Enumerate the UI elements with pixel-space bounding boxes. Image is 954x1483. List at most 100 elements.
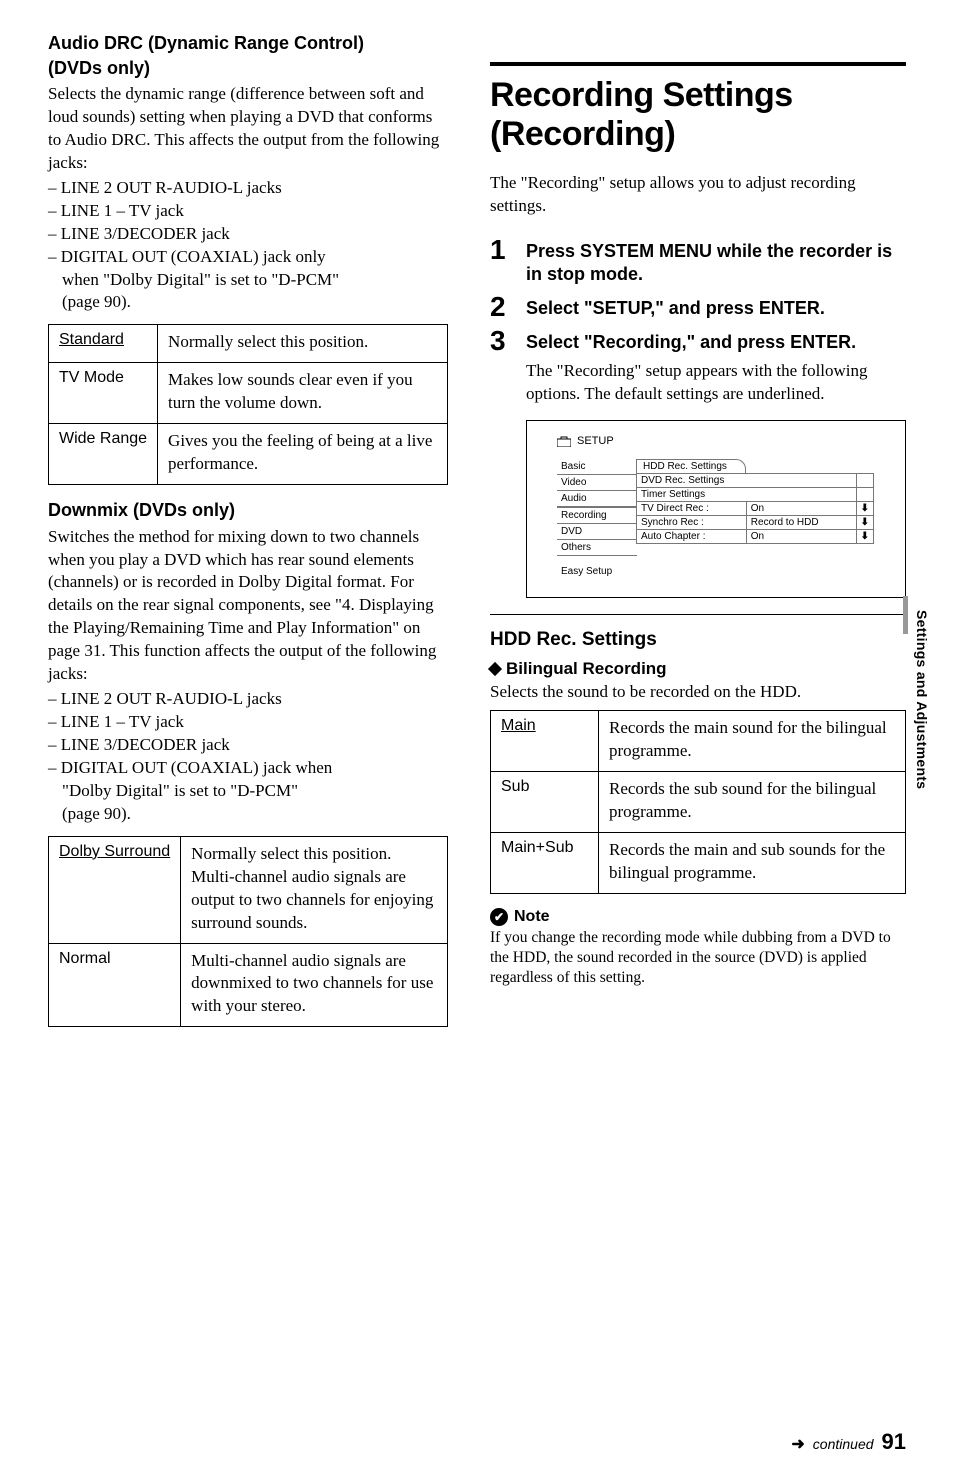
side-tab-label: Settings and Adjustments	[914, 610, 930, 789]
table-row: Auto Chapter :On⬇	[637, 530, 874, 544]
list-item-cont: when "Dolby Digital" is set to "D-PCM"	[48, 269, 448, 292]
list-item: DIGITAL OUT (COAXIAL) jack only when "Do…	[48, 246, 448, 315]
audio-drc-options-table: Standard Normally select this position. …	[48, 324, 448, 485]
setup-sidebar-item-active: Recording	[557, 507, 637, 524]
setup-screen-box: SETUP Basic Video Audio Recording DVD Ot…	[526, 420, 906, 598]
option-label: Main+Sub	[491, 832, 599, 893]
list-item: LINE 2 OUT R-AUDIO-L jacks	[48, 688, 448, 711]
downmix-options-table: Dolby Surround Normally select this posi…	[48, 836, 448, 1028]
setup-sidebar-item: Audio	[557, 491, 637, 507]
diamond-icon	[488, 662, 502, 676]
option-label: Normal	[49, 943, 181, 1027]
setup-sidebar-item: Others	[557, 540, 637, 556]
step-1: 1 Press SYSTEM MENU while the recorder i…	[490, 236, 906, 287]
hdd-options-table: Main Records the main sound for the bili…	[490, 710, 906, 894]
section-divider	[490, 614, 906, 615]
step-number: 1	[490, 236, 516, 264]
list-item: LINE 3/DECODER jack	[48, 223, 448, 246]
steps-list: 1 Press SYSTEM MENU while the recorder i…	[490, 236, 906, 406]
intro-paragraph: The "Recording" setup allows you to adju…	[490, 172, 906, 218]
page-title: Recording Settings (Recording)	[490, 76, 906, 154]
right-column: Recording Settings (Recording) The "Reco…	[484, 32, 906, 1041]
left-column: Audio DRC (Dynamic Range Control) (DVDs …	[48, 32, 454, 1041]
setup-row-value: On	[746, 530, 856, 544]
audio-drc-bullet-list: LINE 2 OUT R-AUDIO-L jacks LINE 1 – TV j…	[48, 177, 448, 315]
toolbox-icon	[557, 436, 571, 447]
setup-row-arrow	[856, 474, 873, 488]
option-desc: Normally select this position. Multi-cha…	[181, 836, 448, 943]
page-container: Audio DRC (Dynamic Range Control) (DVDs …	[48, 32, 906, 1041]
option-desc: Normally select this position.	[158, 325, 448, 363]
hdd-sub-desc: Selects the sound to be recorded on the …	[490, 681, 906, 704]
setup-main-header: HDD Rec. Settings	[636, 459, 746, 473]
audio-drc-heading-line2: (DVDs only)	[48, 57, 448, 80]
table-row: TV Direct Rec :On⬇	[637, 502, 874, 516]
hdd-heading: HDD Rec. Settings	[490, 629, 906, 651]
list-item: LINE 2 OUT R-AUDIO-L jacks	[48, 177, 448, 200]
table-row: TV Mode Makes low sounds clear even if y…	[49, 363, 448, 424]
setup-row-label: Auto Chapter :	[637, 530, 747, 544]
list-item: LINE 3/DECODER jack	[48, 734, 448, 757]
option-label: Standard	[49, 325, 158, 363]
list-item: DIGITAL OUT (COAXIAL) jack when "Dolby D…	[48, 757, 448, 826]
option-desc: Records the main and sub sounds for the …	[599, 832, 906, 893]
option-label: Sub	[491, 771, 599, 832]
table-row: Sub Records the sub sound for the biling…	[491, 771, 906, 832]
list-item: LINE 1 – TV jack	[48, 200, 448, 223]
setup-sidebar-item: Basic	[557, 459, 637, 475]
side-accent-bar	[903, 596, 908, 634]
down-arrow-icon: ⬇	[856, 530, 873, 544]
list-item-cont: (page 90).	[48, 803, 448, 826]
note-heading: ✔ Note	[490, 908, 906, 926]
option-label: Main	[491, 711, 599, 772]
option-desc: Records the main sound for the bilingual…	[599, 711, 906, 772]
table-row: Dolby Surround Normally select this posi…	[49, 836, 448, 943]
setup-title-label: SETUP	[577, 435, 614, 447]
list-item: LINE 1 – TV jack	[48, 711, 448, 734]
note-icon: ✔	[490, 908, 508, 926]
setup-screen-title: SETUP	[557, 435, 875, 447]
downmix-bullet-list: LINE 2 OUT R-AUDIO-L jacks LINE 1 – TV j…	[48, 688, 448, 826]
setup-rows-table: DVD Rec. Settings Timer Settings TV Dire…	[636, 473, 874, 544]
note-body: If you change the recording mode while d…	[490, 928, 906, 988]
option-label: Dolby Surround	[49, 836, 181, 943]
step-subtext: The "Recording" setup appears with the f…	[526, 360, 906, 406]
setup-sidebar-item: Easy Setup	[557, 564, 637, 579]
option-desc: Gives you the feeling of being at a live…	[158, 424, 448, 485]
setup-row-label: Synchro Rec :	[637, 516, 747, 530]
audio-drc-paragraph: Selects the dynamic range (difference be…	[48, 83, 448, 175]
setup-sidebar: Basic Video Audio Recording DVD Others E…	[557, 459, 637, 579]
diamond-subheading: Bilingual Recording	[490, 659, 906, 679]
list-item-cont: "Dolby Digital" is set to "D-PCM"	[48, 780, 448, 803]
list-item-text: DIGITAL OUT (COAXIAL) jack when	[61, 758, 333, 777]
step-3: 3 Select "Recording," and press ENTER. T…	[490, 327, 906, 406]
setup-row-label: Timer Settings	[637, 488, 857, 502]
continued-arrow-icon: ➜	[791, 1434, 804, 1454]
downmix-heading: Downmix (DVDs only)	[48, 499, 448, 522]
table-row: Synchro Rec :Record to HDD⬇	[637, 516, 874, 530]
continued-label: continued	[813, 1436, 874, 1452]
down-arrow-icon: ⬇	[856, 502, 873, 516]
setup-row-arrow	[856, 488, 873, 502]
step-number: 3	[490, 327, 516, 355]
setup-row-label: TV Direct Rec :	[637, 502, 747, 516]
down-arrow-icon: ⬇	[856, 516, 873, 530]
table-row: Main+Sub Records the main and sub sounds…	[491, 832, 906, 893]
table-row: DVD Rec. Settings	[637, 474, 874, 488]
step-number: 2	[490, 293, 516, 321]
step-2: 2 Select "SETUP," and press ENTER.	[490, 293, 906, 321]
page-title-line1: Recording Settings	[490, 76, 793, 114]
list-item-text: DIGITAL OUT (COAXIAL) jack only	[61, 247, 326, 266]
table-row: Normal Multi-channel audio signals are d…	[49, 943, 448, 1027]
note-label: Note	[514, 908, 550, 926]
diamond-label: Bilingual Recording	[506, 659, 667, 679]
option-label: Wide Range	[49, 424, 158, 485]
table-row: Timer Settings	[637, 488, 874, 502]
table-row: Wide Range Gives you the feeling of bein…	[49, 424, 448, 485]
audio-drc-heading-line1: Audio DRC (Dynamic Range Control)	[48, 32, 448, 55]
step-text: Select "Recording," and press ENTER.	[526, 327, 906, 354]
setup-row-value: On	[746, 502, 856, 516]
setup-sidebar-item: DVD	[557, 524, 637, 540]
option-desc: Makes low sounds clear even if you turn …	[158, 363, 448, 424]
step-text: Select "SETUP," and press ENTER.	[526, 293, 825, 320]
